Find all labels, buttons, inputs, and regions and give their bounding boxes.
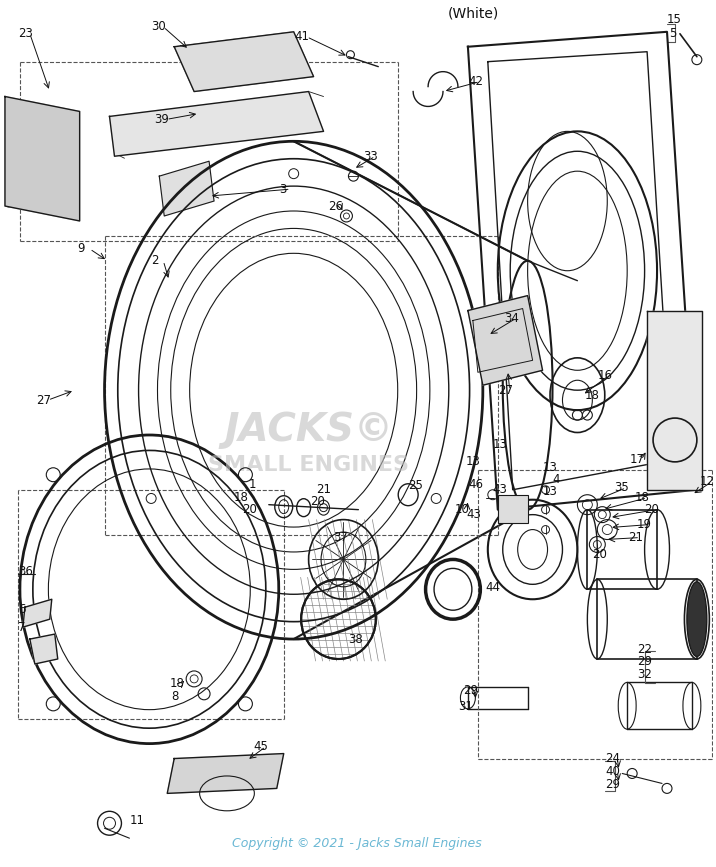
Text: 15: 15 (667, 13, 682, 26)
Text: 21: 21 (628, 531, 643, 544)
Text: 5: 5 (669, 27, 677, 40)
Polygon shape (110, 92, 324, 156)
Text: 31: 31 (458, 701, 473, 714)
Text: 27: 27 (498, 384, 513, 397)
Text: 29: 29 (605, 778, 620, 791)
Polygon shape (23, 599, 52, 627)
Text: 21: 21 (316, 483, 332, 496)
Text: 20: 20 (311, 495, 326, 508)
Text: 43: 43 (493, 483, 508, 496)
Text: 37: 37 (334, 531, 349, 544)
Text: Copyright © 2021 - Jacks Small Engines: Copyright © 2021 - Jacks Small Engines (231, 837, 481, 850)
Polygon shape (159, 161, 214, 216)
Text: 7: 7 (18, 621, 26, 634)
Text: 24: 24 (605, 752, 620, 765)
Text: 45: 45 (254, 740, 268, 753)
Text: 13: 13 (543, 461, 558, 474)
Text: 18: 18 (584, 388, 599, 401)
Text: 20: 20 (644, 503, 659, 516)
Text: 29: 29 (463, 684, 478, 697)
Text: 46: 46 (468, 479, 483, 492)
Text: SMALL ENGINES: SMALL ENGINES (208, 455, 409, 475)
Text: 44: 44 (486, 581, 500, 594)
Text: 18: 18 (635, 492, 650, 505)
Polygon shape (647, 310, 702, 490)
Text: 25: 25 (408, 479, 423, 492)
Polygon shape (30, 634, 58, 664)
Text: 19: 19 (637, 518, 652, 531)
Text: 41: 41 (295, 30, 310, 43)
Text: 9: 9 (77, 243, 85, 255)
Text: 30: 30 (151, 20, 166, 33)
Text: 6: 6 (18, 603, 26, 616)
Text: 20: 20 (242, 503, 257, 516)
Polygon shape (174, 32, 314, 92)
Text: 10: 10 (455, 503, 470, 516)
Bar (498, 495, 528, 523)
Ellipse shape (687, 582, 707, 656)
Text: 13: 13 (543, 486, 558, 499)
Text: 17: 17 (629, 453, 644, 466)
Text: 36: 36 (18, 565, 33, 578)
Text: 13: 13 (493, 439, 508, 452)
Text: 4: 4 (553, 473, 560, 486)
Text: 22: 22 (637, 642, 652, 655)
Text: 12: 12 (700, 475, 715, 488)
Text: 20: 20 (592, 548, 607, 561)
Text: 13: 13 (466, 455, 480, 468)
Text: 33: 33 (363, 150, 378, 163)
Text: 32: 32 (637, 668, 652, 681)
Text: 27: 27 (36, 394, 51, 407)
Text: 42: 42 (468, 75, 483, 88)
Text: 1: 1 (249, 479, 256, 492)
Polygon shape (468, 296, 543, 385)
Text: 16: 16 (597, 368, 612, 381)
Text: JACKS©: JACKS© (224, 411, 393, 449)
Text: 18: 18 (234, 492, 249, 505)
Text: 43: 43 (466, 508, 480, 521)
Text: 38: 38 (349, 633, 363, 646)
Text: 35: 35 (614, 481, 629, 494)
Text: 23: 23 (18, 27, 33, 40)
Text: (White): (White) (448, 7, 499, 21)
Text: 11: 11 (130, 814, 145, 827)
Text: 40: 40 (605, 765, 620, 778)
Text: 26: 26 (329, 199, 344, 212)
Text: 18: 18 (169, 677, 184, 690)
Text: 34: 34 (504, 312, 518, 325)
Text: 39: 39 (155, 113, 169, 126)
Polygon shape (168, 753, 284, 793)
Text: 8: 8 (171, 690, 178, 703)
Text: 29: 29 (637, 655, 652, 668)
Text: 3: 3 (279, 183, 286, 196)
Polygon shape (5, 96, 79, 221)
Text: 2: 2 (151, 254, 159, 267)
